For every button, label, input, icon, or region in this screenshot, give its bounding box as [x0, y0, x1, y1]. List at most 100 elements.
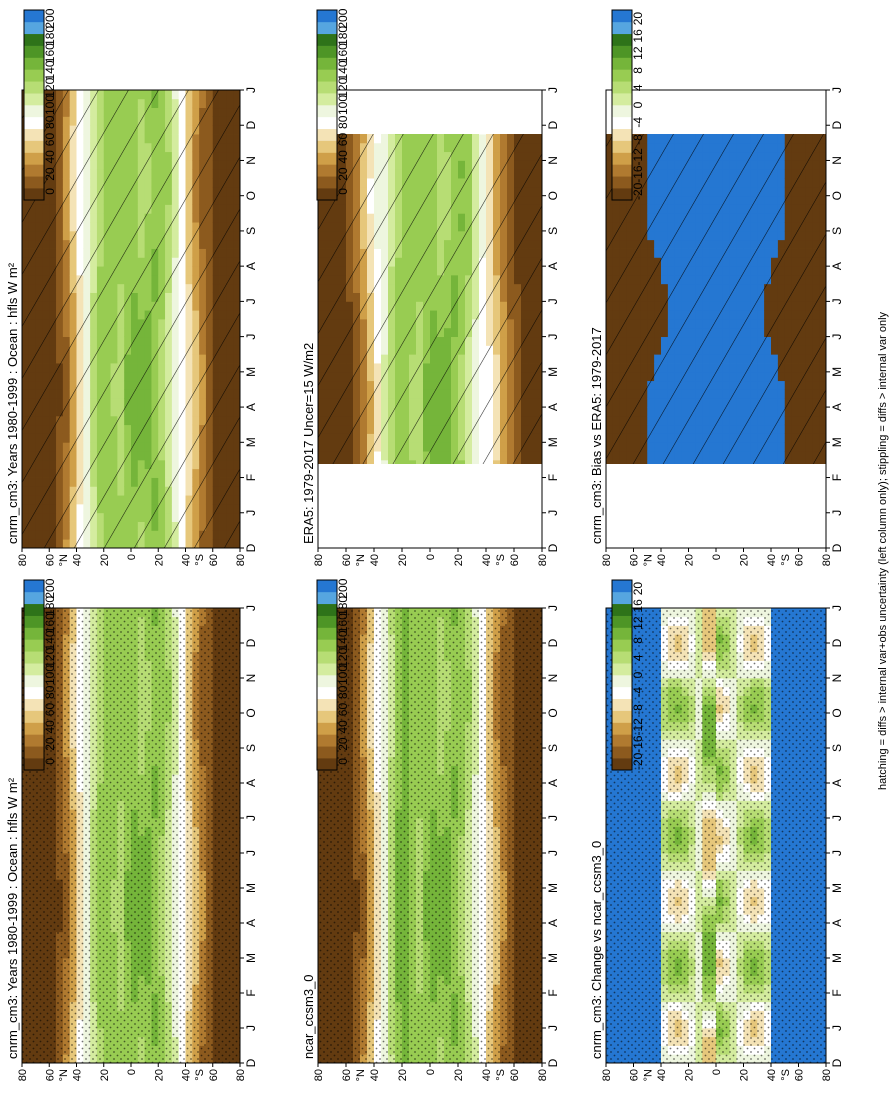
- panel-title: cnrm_cm3: Years 1980-1999 : Ocean : hfls…: [5, 777, 20, 1059]
- colorbar-swatch: [24, 105, 44, 118]
- colorbar-swatch: [24, 603, 44, 616]
- colorbar-swatch: [24, 627, 44, 640]
- colorbar-swatch: [24, 686, 44, 700]
- colorbar-swatch: [24, 663, 44, 676]
- y-tick-label: 80: [235, 1069, 247, 1081]
- x-tick-label: S: [244, 744, 258, 752]
- y-tick-label: 80: [17, 554, 29, 566]
- y-tick-label: 20: [99, 554, 111, 566]
- x-tick-label: A: [244, 919, 258, 927]
- x-tick-label: M: [244, 367, 258, 377]
- y-tick-label: 60: [44, 1069, 56, 1081]
- x-tick-label: J: [244, 298, 258, 304]
- hemisphere-label: °S: [194, 554, 206, 566]
- y-tick-label: 20: [99, 1069, 111, 1081]
- y-tick-label: 40: [72, 1069, 84, 1081]
- x-tick-label: J: [244, 815, 258, 821]
- colorbar-tick-label: 200: [43, 578, 57, 598]
- x-tick-label: F: [244, 989, 258, 996]
- x-tick-label: N: [244, 674, 258, 683]
- colorbar-tick-label: 0: [43, 188, 57, 195]
- colorbar-swatch: [24, 580, 44, 593]
- y-tick-label: 20: [153, 554, 165, 566]
- colorbar-tick-label: 120: [43, 647, 57, 667]
- colorbar-tick-label: 80: [43, 685, 57, 699]
- x-tick-label: A: [244, 262, 258, 270]
- colorbar-swatch: [24, 57, 44, 70]
- colorbar-swatch: [24, 651, 44, 664]
- colorbar-swatch: [24, 722, 44, 735]
- y-tick-label: 60: [44, 554, 56, 566]
- y-tick-label: 20: [153, 1069, 165, 1081]
- x-tick-label: J: [244, 334, 258, 340]
- colorbar-swatch: [24, 710, 44, 723]
- colorbar-tick-label: 140: [43, 630, 57, 650]
- colorbar-swatch: [24, 10, 44, 23]
- colorbar-swatch: [24, 176, 44, 189]
- colorbar-tick-label: 100: [43, 95, 57, 115]
- colorbar-swatch: [24, 675, 44, 688]
- x-tick-label: M: [244, 953, 258, 963]
- colorbar-tick-label: 180: [43, 26, 57, 46]
- colorbar-swatch: [24, 128, 44, 141]
- colorbar-swatch: [24, 69, 44, 82]
- colorbar-swatch: [24, 21, 44, 35]
- x-tick-label: J: [244, 510, 258, 516]
- colorbar-frame: [23, 9, 45, 201]
- colorbar-tick-label: 60: [43, 703, 57, 717]
- colorbar-swatch: [24, 152, 44, 165]
- colorbar-frame: [23, 579, 45, 771]
- colorbar-swatch: [24, 140, 44, 153]
- hemisphere-label: °S: [194, 1069, 206, 1081]
- colorbar-tick-label: 60: [43, 133, 57, 147]
- y-tick-label: 40: [181, 1069, 193, 1081]
- colorbar-swatch: [24, 758, 44, 771]
- colorbar-tick-label: 160: [43, 613, 57, 633]
- hemisphere-label: °N: [58, 554, 70, 566]
- x-tick-label: J: [244, 605, 258, 611]
- colorbar-swatch: [24, 698, 44, 711]
- x-tick-label: M: [244, 437, 258, 447]
- colorbar-swatch: [24, 639, 44, 652]
- colorbar-swatch: [24, 164, 44, 177]
- y-tick-label: 80: [235, 554, 247, 566]
- colorbar-tick-label: 20: [43, 167, 57, 181]
- hatching-overlay: [22, 90, 240, 548]
- hemisphere-label: °N: [58, 1069, 70, 1081]
- x-tick-label: A: [244, 779, 258, 787]
- panel-title: cnrm_cm3: Years 1980-1999 : Ocean : hfls…: [5, 262, 20, 544]
- colorbar-swatch: [24, 93, 44, 106]
- x-tick-label: D: [244, 638, 258, 647]
- colorbar-swatch: [24, 116, 44, 130]
- y-tick-label: 60: [208, 554, 220, 566]
- colorbar-tick-label: 160: [43, 43, 57, 63]
- colorbar-tick-label: 120: [43, 77, 57, 97]
- y-tick-label: 0: [126, 554, 138, 560]
- x-tick-label: M: [244, 883, 258, 893]
- colorbar-swatch: [24, 33, 44, 46]
- colorbar-tick-label: 140: [43, 60, 57, 80]
- y-tick-label: 80: [17, 1069, 29, 1081]
- colorbar-swatch: [24, 81, 44, 94]
- colorbar-tick-label: 0: [43, 758, 57, 765]
- colorbar-tick-label: 100: [43, 665, 57, 685]
- x-tick-label: J: [244, 1025, 258, 1031]
- y-tick-label: 40: [72, 554, 84, 566]
- y-tick-label: 0: [126, 1069, 138, 1075]
- colorbar-swatch: [24, 746, 44, 759]
- colorbar-tick-label: 40: [43, 150, 57, 164]
- colorbar-swatch: [24, 45, 44, 58]
- stippling-overlay: [22, 608, 240, 1063]
- x-tick-label: S: [244, 227, 258, 235]
- x-tick-label: D: [244, 1058, 258, 1067]
- x-tick-label: D: [244, 121, 258, 130]
- x-tick-label: D: [244, 543, 258, 552]
- colorbar-tick-label: 200: [43, 8, 57, 28]
- colorbar-swatch: [24, 591, 44, 605]
